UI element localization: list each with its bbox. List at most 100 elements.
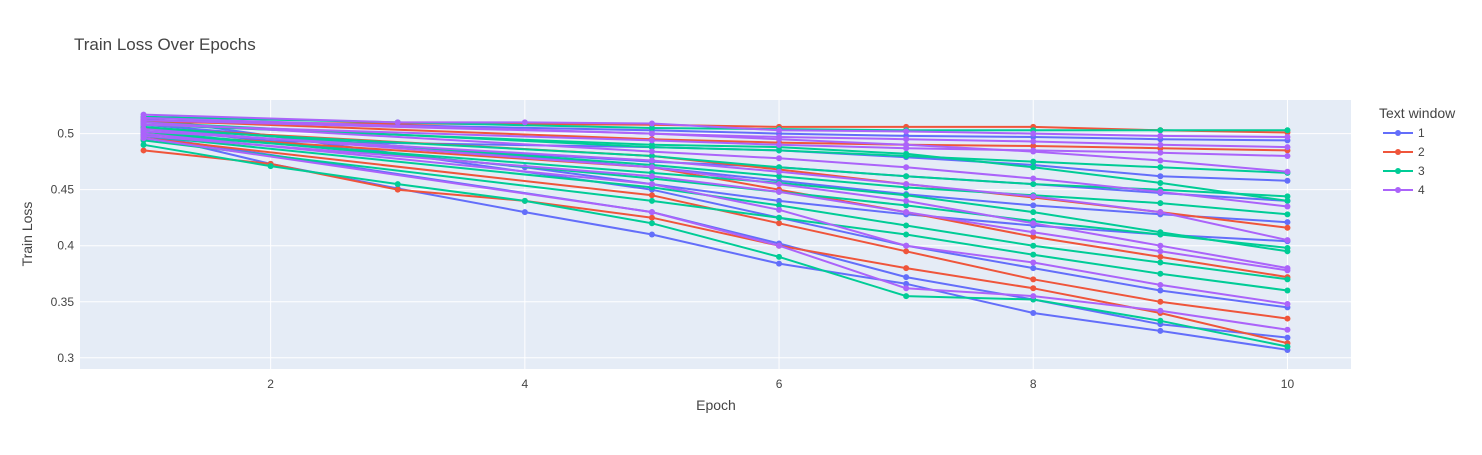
legend-label: 1 <box>1418 126 1425 140</box>
legend-label: 2 <box>1418 145 1425 159</box>
data-point <box>1284 193 1291 200</box>
data-point <box>903 209 910 216</box>
data-point <box>1030 285 1037 292</box>
data-point <box>1030 164 1037 171</box>
data-point <box>1030 158 1037 165</box>
data-point <box>903 181 910 188</box>
data-point <box>776 155 783 162</box>
data-point <box>776 168 783 175</box>
data-point <box>648 153 655 160</box>
legend-item-2[interactable]: 2 <box>1383 145 1425 159</box>
data-point <box>1284 168 1291 175</box>
legend-items: 1 2 3 4 <box>1383 126 1425 197</box>
y-tick-label: 0.35 <box>51 295 75 309</box>
data-point <box>1157 164 1164 171</box>
data-point <box>1157 287 1164 294</box>
data-point <box>776 181 783 188</box>
x-tick-label: 10 <box>1281 377 1295 391</box>
data-point <box>1030 233 1037 240</box>
x-axis-ticks: 2 4 6 8 10 <box>267 377 1294 391</box>
legend-item-4[interactable]: 4 <box>1383 183 1425 197</box>
data-point <box>776 164 783 171</box>
data-point <box>1030 181 1037 188</box>
data-point <box>903 202 910 209</box>
data-point <box>394 181 401 188</box>
series-line <box>143 143 1288 348</box>
series-line <box>143 149 1288 345</box>
data-point <box>394 119 401 126</box>
data-point <box>776 173 783 180</box>
data-point <box>140 132 147 139</box>
x-tick-label: 6 <box>776 377 783 391</box>
data-point <box>1030 229 1037 236</box>
legend: Text window 1 2 3 4 <box>1379 105 1456 197</box>
data-point <box>1284 144 1291 151</box>
data-point <box>1284 287 1291 294</box>
data-point <box>1157 327 1164 334</box>
data-point <box>1157 200 1164 207</box>
data-point <box>648 209 655 216</box>
data-point <box>1157 209 1164 216</box>
data-point <box>903 150 910 157</box>
y-axis-title: Train Loss <box>19 202 35 267</box>
data-point <box>1284 177 1291 184</box>
data-point <box>648 173 655 180</box>
data-point <box>1157 307 1164 314</box>
legend-label: 3 <box>1418 164 1425 178</box>
data-point <box>1157 281 1164 288</box>
legend-item-3[interactable]: 3 <box>1383 164 1425 178</box>
data-point <box>521 119 528 126</box>
data-point <box>648 130 655 137</box>
data-point <box>1157 157 1164 164</box>
data-point <box>1157 179 1164 186</box>
data-point <box>1284 211 1291 218</box>
data-point <box>1284 248 1291 255</box>
data-point <box>1030 142 1037 149</box>
legend-title: Text window <box>1379 105 1456 121</box>
data-point <box>1030 148 1037 155</box>
data-point <box>648 125 655 132</box>
data-point <box>1030 293 1037 300</box>
data-point <box>903 173 910 180</box>
legend-item-1[interactable]: 1 <box>1383 126 1425 140</box>
data-point <box>903 242 910 249</box>
data-point <box>1157 149 1164 156</box>
data-point <box>1030 242 1037 249</box>
data-point <box>648 141 655 148</box>
data-point <box>1284 133 1291 140</box>
data-point <box>1030 251 1037 258</box>
data-point <box>1030 276 1037 283</box>
y-tick-label: 0.5 <box>57 127 74 141</box>
data-point <box>140 141 147 148</box>
x-tick-label: 2 <box>267 377 274 391</box>
data-point <box>903 248 910 255</box>
series-4 <box>140 128 1291 244</box>
data-point <box>1030 130 1037 137</box>
y-tick-label: 0.3 <box>57 351 74 365</box>
x-tick-label: 4 <box>522 377 529 391</box>
data-point <box>903 128 910 135</box>
y-tick-label: 0.45 <box>51 183 75 197</box>
data-point <box>1284 153 1291 160</box>
data-point <box>776 220 783 227</box>
series-4 <box>140 119 1291 210</box>
data-point <box>903 274 910 281</box>
data-point <box>1030 220 1037 227</box>
data-point <box>903 265 910 272</box>
data-point <box>1284 127 1291 134</box>
data-point <box>776 253 783 260</box>
data-point <box>1157 270 1164 277</box>
data-point <box>1157 317 1164 324</box>
data-point <box>1284 224 1291 231</box>
data-point <box>903 164 910 171</box>
data-point <box>903 222 910 229</box>
series-3 <box>140 137 1291 294</box>
data-point <box>903 141 910 148</box>
legend-label: 4 <box>1418 183 1425 197</box>
data-point <box>903 285 910 292</box>
data-point <box>1157 229 1164 236</box>
data-point <box>648 231 655 238</box>
data-point <box>1157 141 1164 148</box>
data-point <box>1030 265 1037 272</box>
